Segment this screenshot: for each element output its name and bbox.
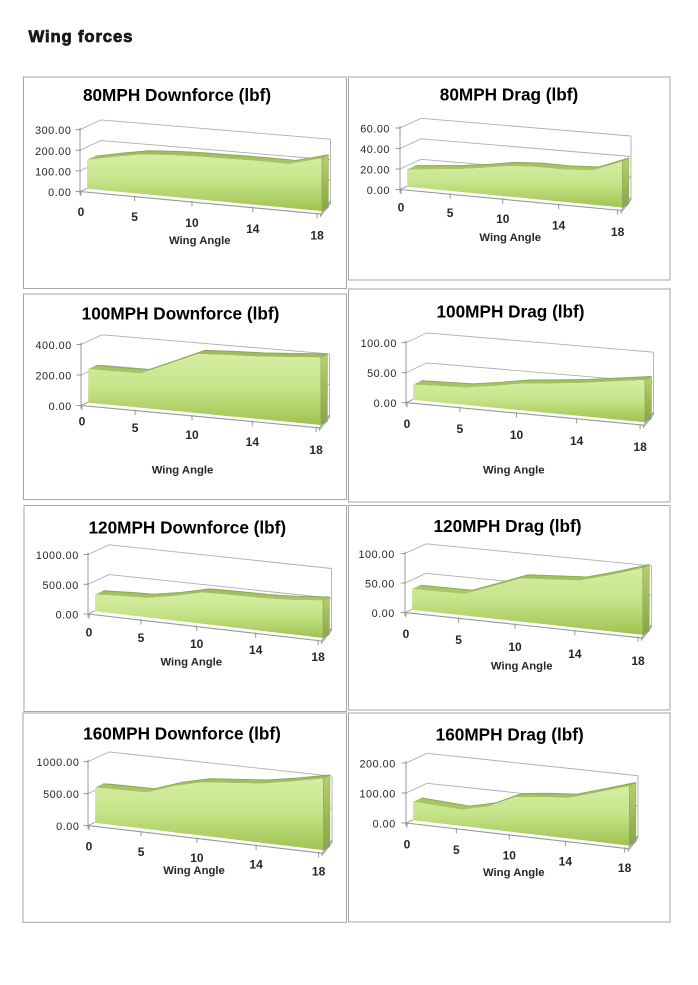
svg-text:14: 14 (249, 858, 263, 872)
svg-text:0: 0 (79, 414, 86, 428)
svg-text:Wing Angle: Wing Angle (483, 464, 545, 476)
svg-text:18: 18 (312, 865, 326, 879)
svg-text:0.00: 0.00 (49, 401, 72, 413)
svg-text:18: 18 (310, 228, 324, 242)
svg-text:14: 14 (552, 218, 566, 232)
svg-text:100.00: 100.00 (361, 338, 397, 350)
svg-text:0: 0 (78, 205, 85, 219)
svg-text:300.00: 300.00 (35, 125, 71, 137)
svg-text:0: 0 (404, 838, 411, 852)
svg-text:10: 10 (185, 216, 199, 230)
svg-text:100.00: 100.00 (358, 549, 394, 561)
svg-text:0: 0 (86, 625, 93, 639)
svg-text:200.00: 200.00 (35, 146, 71, 158)
svg-text:Wing forces: Wing forces (29, 27, 134, 46)
svg-text:10: 10 (190, 851, 204, 865)
svg-text:18: 18 (311, 650, 325, 664)
svg-text:10: 10 (185, 428, 199, 442)
svg-text:160MPH Drag (lbf): 160MPH Drag (lbf) (436, 725, 584, 745)
svg-text:60.00: 60.00 (360, 124, 390, 136)
svg-text:100.00: 100.00 (359, 789, 395, 801)
svg-text:50.00: 50.00 (367, 368, 397, 380)
svg-text:10: 10 (190, 637, 204, 651)
svg-text:18: 18 (309, 443, 323, 457)
svg-text:200.00: 200.00 (35, 371, 71, 383)
svg-text:100.00: 100.00 (35, 166, 71, 178)
svg-text:14: 14 (246, 222, 260, 236)
svg-text:0.00: 0.00 (374, 398, 397, 410)
svg-text:10: 10 (510, 428, 524, 442)
svg-text:120MPH Drag (lbf): 120MPH Drag (lbf) (433, 516, 581, 536)
svg-text:5: 5 (138, 845, 145, 859)
svg-text:0.00: 0.00 (373, 819, 396, 831)
svg-text:100MPH Drag (lbf): 100MPH Drag (lbf) (436, 302, 584, 322)
svg-text:0: 0 (404, 417, 411, 431)
svg-text:500.00: 500.00 (42, 580, 78, 592)
svg-text:50.00: 50.00 (365, 579, 395, 591)
svg-text:Wing Angle: Wing Angle (163, 865, 225, 877)
svg-text:120MPH Downforce (lbf): 120MPH Downforce (lbf) (88, 518, 286, 538)
svg-text:80MPH Downforce (lbf): 80MPH Downforce (lbf) (83, 85, 271, 105)
svg-text:0.00: 0.00 (56, 610, 79, 622)
svg-text:0.00: 0.00 (56, 821, 79, 833)
svg-text:18: 18 (611, 225, 625, 239)
svg-text:Wing Angle: Wing Angle (483, 867, 545, 879)
svg-text:500.00: 500.00 (43, 789, 79, 801)
svg-text:100MPH Downforce (lbf): 100MPH Downforce (lbf) (82, 304, 280, 324)
svg-text:14: 14 (559, 855, 573, 869)
svg-text:200.00: 200.00 (359, 759, 395, 771)
svg-text:0.00: 0.00 (367, 185, 390, 197)
svg-text:40.00: 40.00 (360, 144, 390, 156)
svg-text:14: 14 (249, 643, 263, 657)
svg-text:0: 0 (86, 839, 93, 853)
svg-text:1000.00: 1000.00 (37, 757, 80, 769)
svg-text:5: 5 (455, 633, 462, 647)
svg-text:0: 0 (403, 627, 410, 641)
svg-text:5: 5 (131, 210, 138, 224)
svg-text:10: 10 (496, 212, 510, 226)
svg-text:0.00: 0.00 (48, 187, 71, 199)
svg-text:18: 18 (633, 440, 647, 454)
svg-text:10: 10 (508, 640, 522, 654)
svg-text:Wing Angle: Wing Angle (152, 464, 214, 476)
svg-text:14: 14 (568, 647, 582, 661)
svg-text:20.00: 20.00 (360, 165, 390, 177)
svg-text:5: 5 (457, 422, 464, 436)
svg-text:5: 5 (138, 631, 145, 645)
svg-text:5: 5 (132, 421, 139, 435)
svg-text:1000.00: 1000.00 (36, 550, 79, 562)
svg-text:18: 18 (618, 861, 632, 875)
svg-text:0: 0 (398, 201, 405, 215)
svg-text:400.00: 400.00 (35, 340, 71, 352)
svg-text:18: 18 (631, 654, 645, 668)
svg-text:Wing Angle: Wing Angle (169, 235, 231, 247)
svg-text:80MPH Drag (lbf): 80MPH Drag (lbf) (440, 85, 578, 105)
svg-text:10: 10 (503, 849, 517, 863)
svg-text:14: 14 (570, 434, 584, 448)
svg-text:5: 5 (447, 206, 454, 220)
svg-text:Wing Angle: Wing Angle (160, 657, 222, 669)
svg-text:160MPH Downforce (lbf): 160MPH Downforce (lbf) (83, 724, 281, 744)
svg-text:0.00: 0.00 (372, 608, 395, 620)
svg-text:5: 5 (453, 843, 460, 857)
svg-text:Wing Angle: Wing Angle (479, 232, 541, 244)
svg-text:14: 14 (246, 435, 260, 449)
svg-text:Wing Angle: Wing Angle (491, 660, 553, 672)
